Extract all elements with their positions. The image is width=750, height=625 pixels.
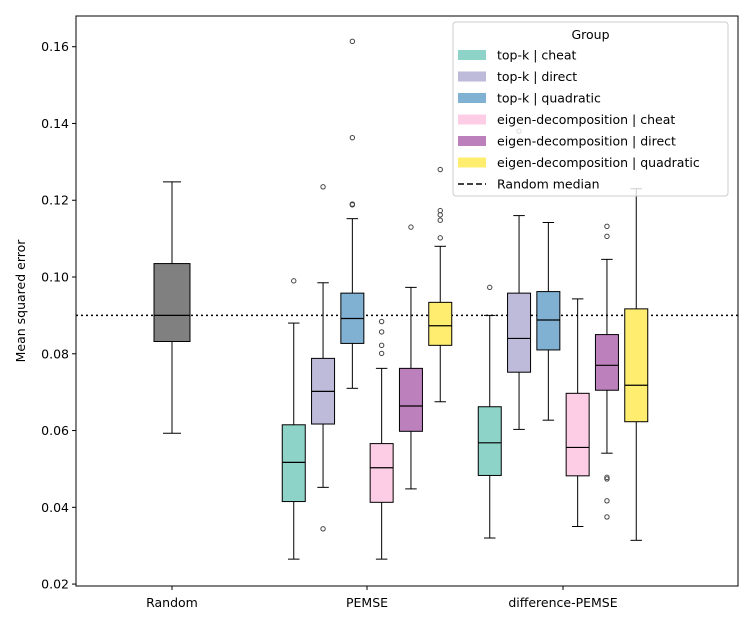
iqr-box	[281, 424, 306, 503]
legend-label: eigen-decomposition | cheat	[497, 112, 675, 127]
outlier-point	[437, 235, 443, 241]
outlier-point	[320, 184, 326, 190]
outlier-point	[604, 233, 610, 240]
iqr-box	[477, 406, 502, 476]
axes-frame	[75, 15, 739, 587]
legend-label: top-k | direct	[497, 69, 577, 84]
legend-swatch	[458, 136, 486, 146]
iqr-box	[624, 308, 649, 423]
legend-label: Random median	[497, 177, 600, 192]
box-random-random	[153, 181, 191, 434]
iqr-box	[369, 443, 394, 503]
legend: Group top-k | cheat top-k | direct top-k | …	[452, 21, 729, 197]
y-tick-label: 0.10	[41, 270, 69, 285]
outlier-point	[349, 201, 356, 207]
box-pemse-top-k-quadratic	[340, 38, 365, 389]
y-tick-label: 0.12	[41, 193, 69, 208]
outlier-point	[437, 217, 443, 223]
outlier-point	[349, 134, 356, 141]
legend-swatch	[458, 114, 486, 125]
box-difference-pemse-eigen-decomposition-quadratic	[624, 188, 649, 541]
iqr-box	[536, 291, 561, 351]
box-pemse-eigen-decomposition-direct	[398, 224, 423, 490]
box-difference-pemse-top-k-direct	[507, 128, 532, 430]
outlier-point	[349, 38, 356, 45]
box-pemse-top-k-direct	[311, 184, 336, 532]
box-difference-pemse-top-k-cheat	[477, 284, 502, 539]
y-tick-label: 0.14	[41, 116, 69, 131]
outlier-point	[320, 526, 326, 532]
outlier-point	[378, 342, 385, 349]
legend-swatch	[458, 157, 486, 168]
box-pemse-top-k-cheat	[281, 278, 306, 560]
outlier-point	[291, 278, 297, 284]
y-axis: 0.02 0.04 0.06 0.08 0.10 0.12 0.14 0.16	[41, 39, 76, 592]
legend-swatch	[458, 93, 486, 103]
y-tick-label: 0.08	[41, 346, 69, 361]
x-axis: Random PEMSE difference-PEMSE	[146, 586, 618, 610]
y-tick-label: 0.16	[41, 39, 69, 54]
outlier-point	[378, 350, 385, 357]
legend-label: eigen-decomposition | quadratic	[497, 155, 700, 170]
outlier-point	[408, 224, 414, 230]
iqr-box	[507, 292, 532, 373]
legend-label: top-k | quadratic	[497, 91, 601, 106]
y-tick-label: 0.02	[41, 577, 69, 592]
legend-label: top-k | cheat	[497, 48, 577, 63]
outlier-point	[604, 498, 610, 504]
box-difference-pemse-top-k-quadratic	[536, 222, 561, 421]
x-tick-label: Random	[146, 595, 198, 610]
y-tick-label: 0.04	[41, 500, 69, 515]
outlier-point	[604, 474, 610, 481]
legend-swatch	[458, 71, 486, 82]
legend-label: eigen-decomposition | direct	[497, 134, 676, 149]
y-tick-label: 0.06	[41, 423, 69, 438]
box-difference-pemse-eigen-decomposition-direct	[594, 223, 619, 520]
legend-title: Group	[571, 27, 609, 42]
outlier-point	[437, 207, 443, 214]
outlier-point	[378, 318, 385, 325]
iqr-box	[565, 392, 590, 477]
x-tick-label: difference-PEMSE	[508, 595, 617, 610]
y-axis-label: Mean squared error	[13, 239, 28, 363]
legend-frame	[452, 21, 729, 197]
box-pemse-eigen-decomposition-cheat	[369, 318, 394, 560]
outlier-point	[437, 166, 443, 173]
x-tick-label: PEMSE	[346, 595, 388, 610]
iqr-box	[153, 263, 191, 342]
iqr-box	[428, 301, 453, 346]
legend-swatch	[458, 50, 486, 60]
box-difference-pemse-eigen-decomposition-cheat	[565, 298, 590, 528]
plot-marks	[76, 38, 738, 560]
outlier-point	[604, 514, 610, 520]
box-pemse-eigen-decomposition-quadratic	[428, 166, 453, 403]
outlier-point	[378, 329, 385, 335]
iqr-box	[398, 367, 423, 432]
outlier-point	[604, 223, 610, 230]
iqr-box	[594, 334, 619, 391]
outlier-point	[487, 284, 493, 291]
